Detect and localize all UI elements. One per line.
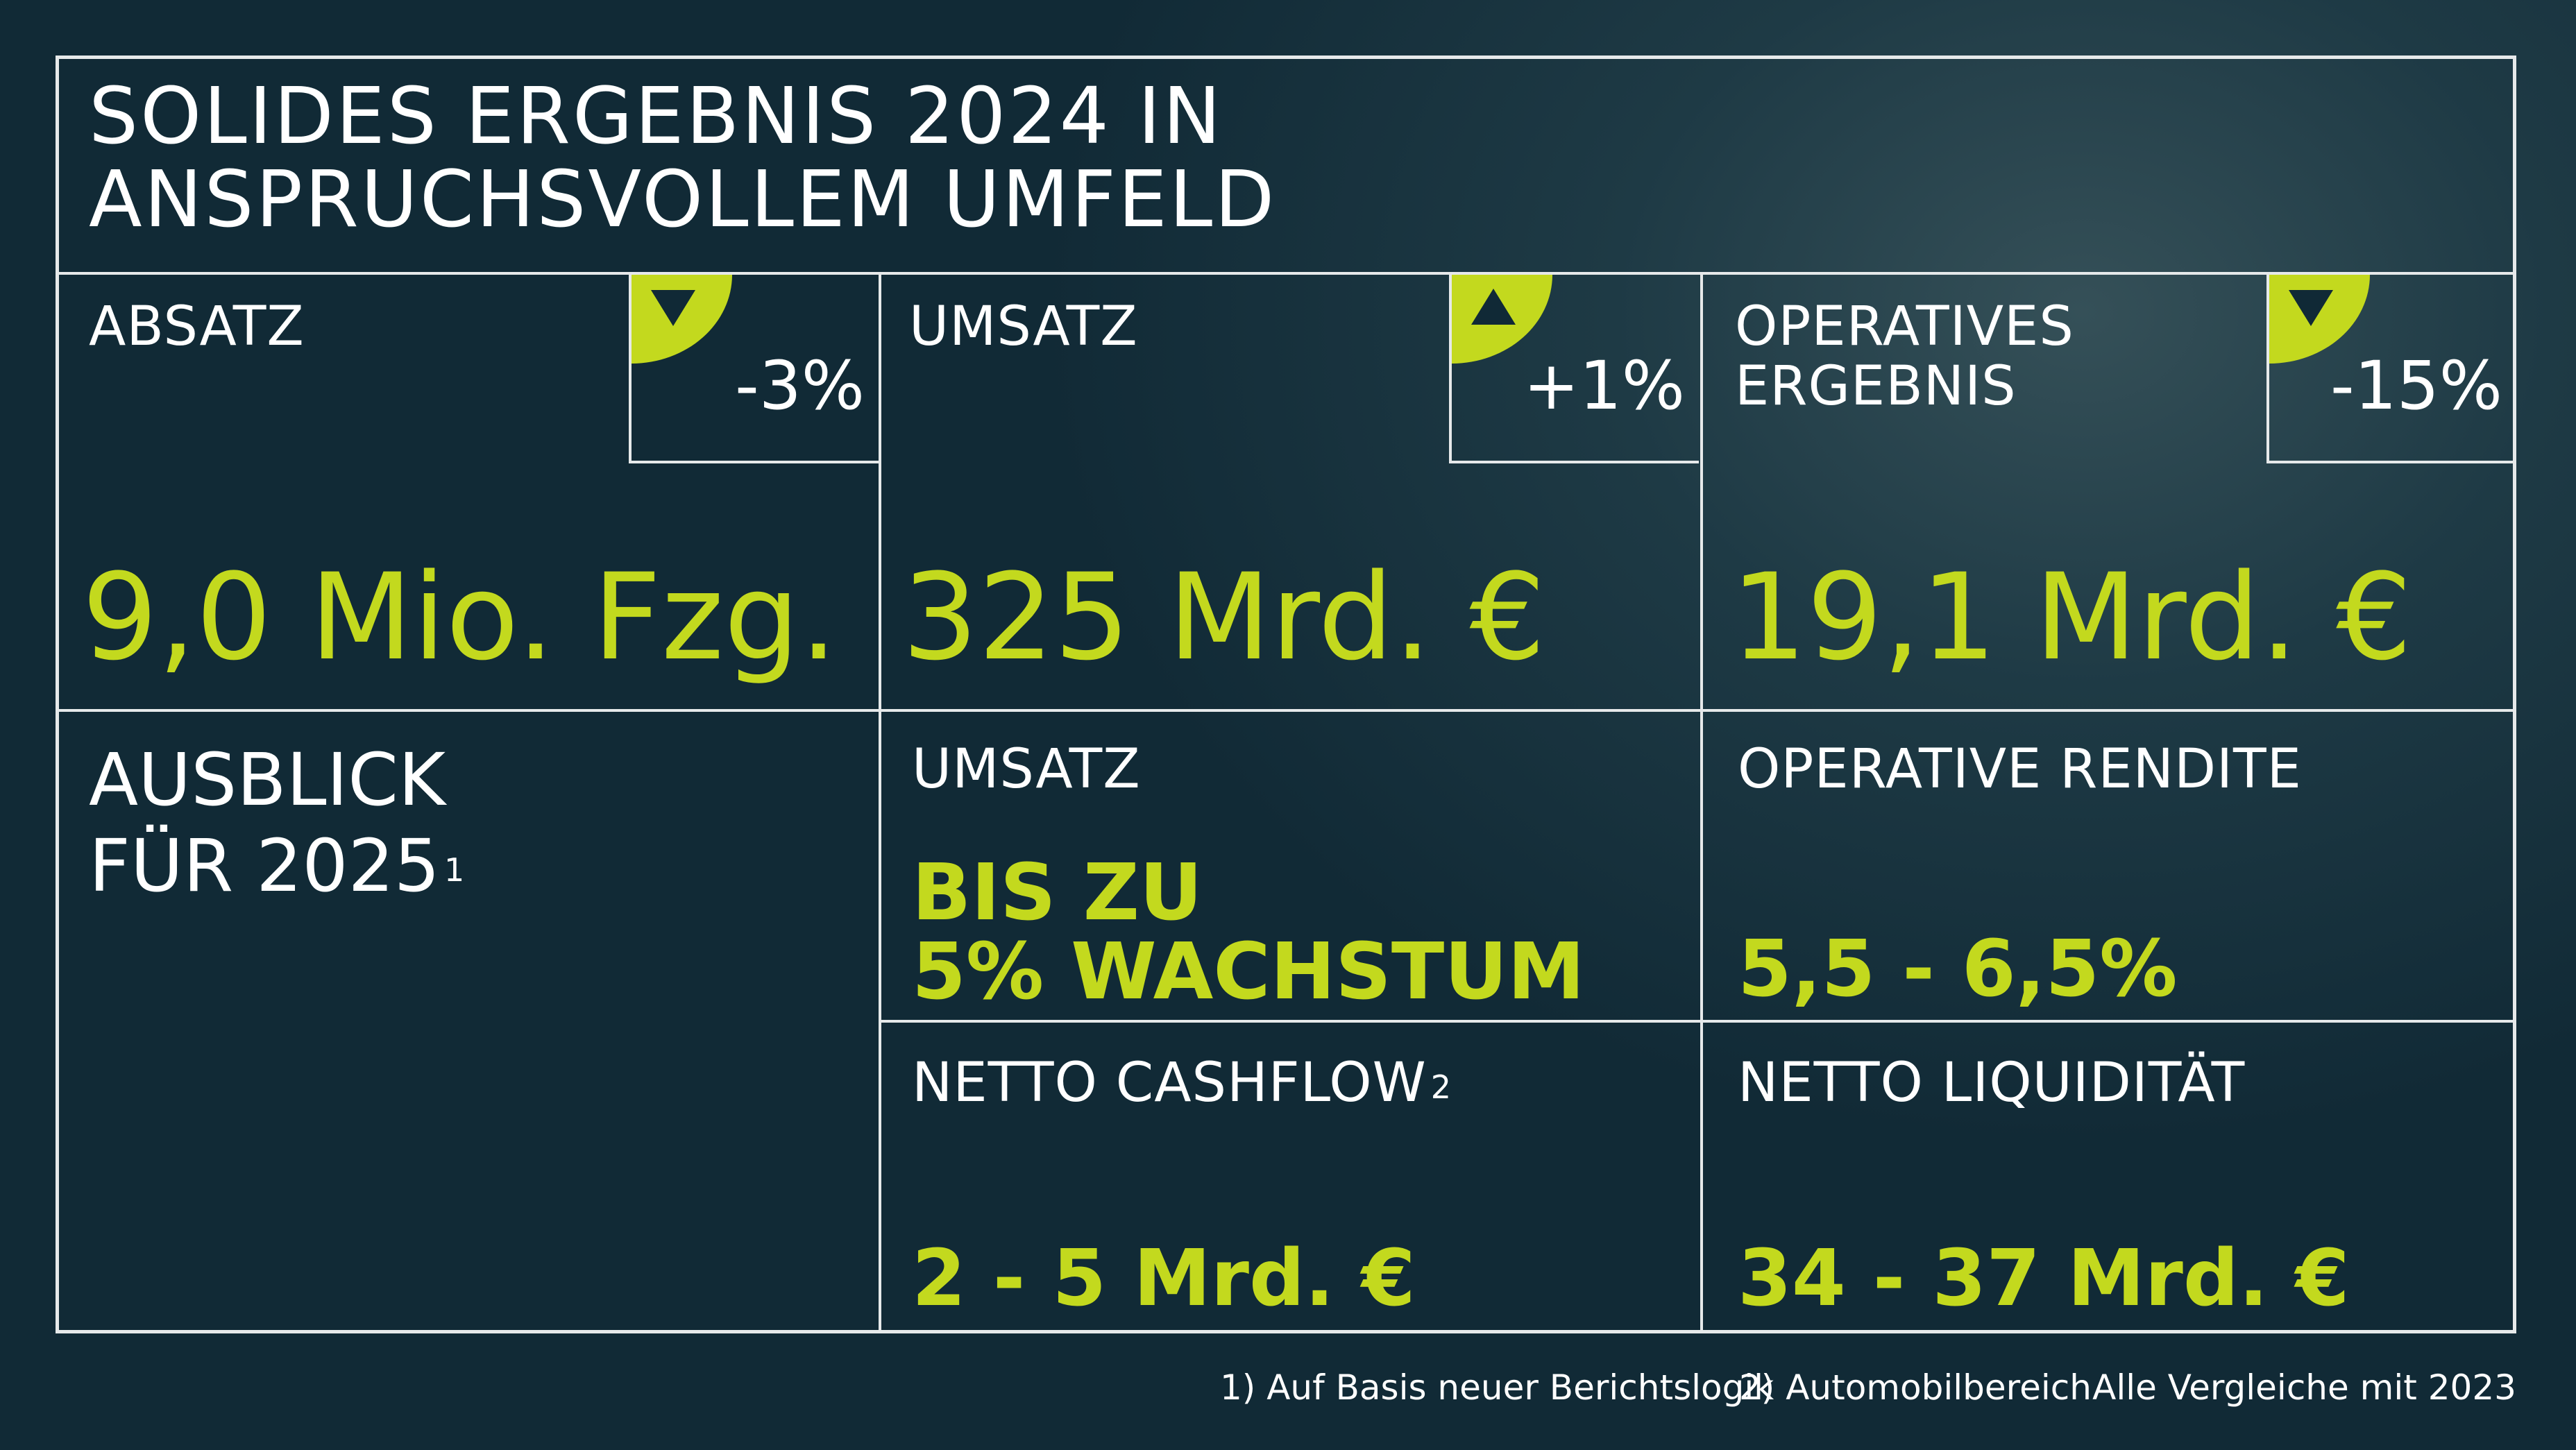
triangle-down-icon (651, 290, 695, 326)
footnote-1: 1) Auf Basis neuer Berichtslogik (1220, 1367, 1774, 1408)
column-divider-2 (1700, 272, 1703, 1333)
footnote-marker: 2 (1430, 1068, 1452, 1106)
title-line-2: ANSPRUCHSVOLLEM UMFELD (89, 155, 1277, 245)
column-divider-1 (879, 272, 881, 1333)
outlook-value-netto-cashflow: 2 - 5 Mrd. € (912, 1234, 1416, 1324)
change-badge-umsatz: +1% (1449, 275, 1699, 463)
outlook-label-netto-liquiditaet: NETTO LIQUIDITÄT (1738, 1052, 2246, 1114)
change-value: -15% (2330, 347, 2502, 425)
title-line-1: SOLIDES ERGEBNIS 2024 IN (89, 71, 1223, 162)
triangle-up-icon (1471, 289, 1516, 325)
outlook-value-operative-rendite: 5,5 - 6,5% (1738, 924, 2178, 1014)
change-badge-operatives-ergebnis: -15% (2266, 275, 2516, 463)
table-frame (56, 56, 2516, 1333)
kpi-value-absatz: 9,0 Mio. Fzg. (82, 547, 838, 687)
kpi-label-absatz: ABSATZ (89, 296, 305, 358)
page-title: SOLIDES ERGEBNIS 2024 IN ANSPRUCHSVOLLEM… (89, 75, 1276, 241)
change-value: +1% (1523, 347, 1685, 425)
kpi-label-umsatz: UMSATZ (909, 296, 1138, 358)
outlook-divider (879, 1020, 2516, 1023)
triangle-down-icon (2289, 290, 2333, 326)
change-value: -3% (735, 347, 865, 425)
footnote-2: 2) Automobilbereich (1739, 1367, 2092, 1408)
accent-quarter-circle (632, 275, 732, 364)
kpi-value-umsatz: 325 Mrd. € (902, 547, 1546, 687)
comparison-note: Alle Vergleiche mit 2023 (2092, 1367, 2516, 1408)
outlook-label-operative-rendite: OPERATIVE RENDITE (1738, 738, 2302, 801)
kpi-divider (56, 709, 2516, 712)
outlook-label-umsatz: UMSATZ (912, 738, 1141, 801)
kpi-label-operatives-ergebnis: OPERATIVES ERGEBNIS (1735, 296, 2074, 418)
outlook-value-umsatz: BIS ZU 5% WACHSTUM (912, 848, 1585, 1017)
footnote-marker: 1 (443, 851, 465, 889)
outlook-label-netto-cashflow: NETTO CASHFLOW 2 (912, 1052, 1452, 1114)
change-badge-absatz: -3% (629, 275, 879, 463)
kpi-value-operatives-ergebnis: 19,1 Mrd. € (1731, 547, 2412, 687)
accent-quarter-circle (1452, 275, 1552, 364)
outlook-value-netto-liquiditaet: 34 - 37 Mrd. € (1738, 1234, 2350, 1324)
outlook-heading: AUSBLICK FÜR 2025 1 (89, 737, 465, 908)
title-divider (56, 272, 2516, 275)
